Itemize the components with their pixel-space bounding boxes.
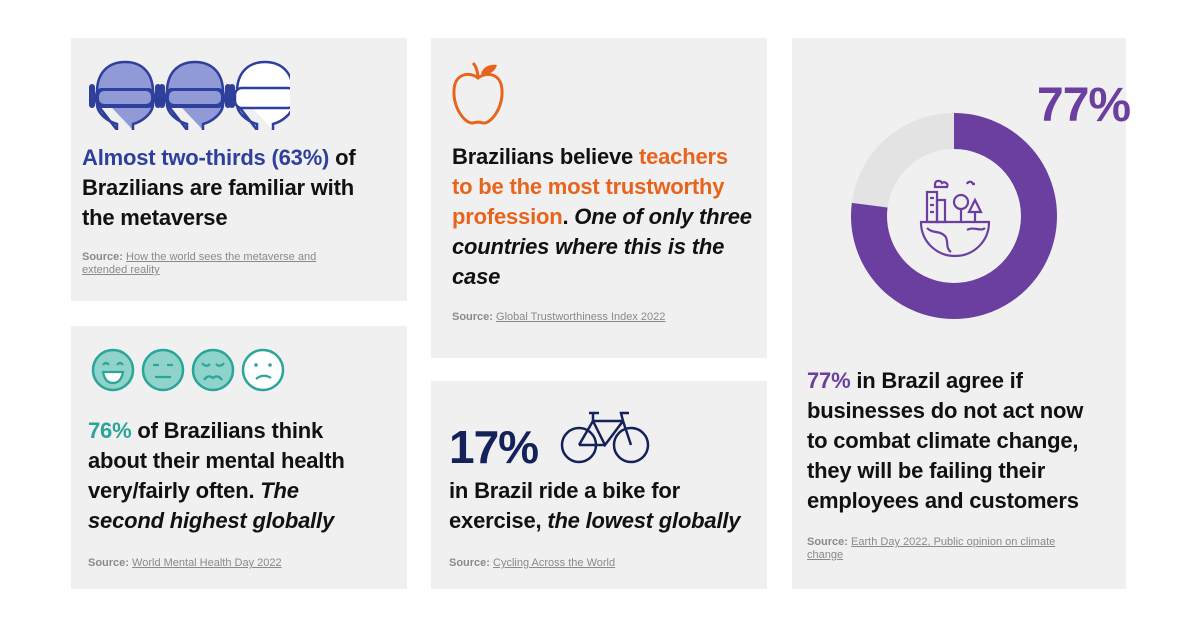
- mental-health-card: 76% of Brazilians think about their ment…: [71, 326, 407, 589]
- mental-highlight: 76%: [88, 418, 132, 443]
- metaverse-statement: Almost two-thirds (63%) of Brazilians ar…: [82, 143, 402, 233]
- source-link[interactable]: change: [807, 549, 844, 561]
- confused-face-icon: [241, 348, 285, 392]
- cycling-source: Source: Cycling Across the World: [449, 557, 749, 570]
- teachers-statement: Brazilians believe teachers to be the mo…: [452, 142, 764, 292]
- metaverse-card: Almost two-thirds (63%) of Brazilians ar…: [71, 38, 407, 301]
- metaverse-highlight: Almost two-thirds (63%): [82, 145, 330, 170]
- metaverse-text: of: [329, 145, 356, 170]
- teachers-italic: One of only three: [574, 204, 752, 229]
- teachers-text: .: [562, 204, 575, 229]
- source-link[interactable]: Earth Day 2022, Public opinion on climat…: [851, 536, 1056, 548]
- mental-text: very/fairly often.: [88, 478, 261, 503]
- metaverse-line: Brazilians are familiar with: [82, 175, 354, 200]
- teachers-highlight: profession: [452, 204, 563, 229]
- face-icons: [91, 348, 285, 392]
- cycling-text: exercise,: [449, 508, 548, 533]
- source-label: Source:: [452, 311, 493, 323]
- teachers-text: Brazilians believe: [452, 144, 639, 169]
- teachers-highlight: teachers: [638, 144, 728, 169]
- mental-text: of Brazilians think: [131, 418, 324, 443]
- climate-donut: [851, 113, 1057, 319]
- cycling-italic: the lowest globally: [547, 508, 741, 533]
- cycling-big-value: 17%: [449, 421, 539, 473]
- climate-text: in Brazil agree if: [850, 368, 1023, 393]
- bicycle-icon: [560, 411, 650, 464]
- teachers-card: Brazilians believe teachers to be the mo…: [431, 38, 767, 358]
- climate-statement: 77% in Brazil agree if businesses do not…: [807, 366, 1119, 516]
- metaverse-source: Source: How the world sees the metaverse…: [82, 251, 352, 277]
- mental-italic: second highest globally: [88, 508, 334, 533]
- mental-italic: The: [260, 478, 299, 503]
- cycling-card: 17% in Brazil ride a bike for exercise, …: [431, 381, 767, 589]
- neutral-face-icon: [141, 348, 185, 392]
- mental-statement: 76% of Brazilians think about their ment…: [88, 416, 406, 536]
- source-link[interactable]: How the world sees the metaverse and ext…: [82, 251, 317, 276]
- climate-line: businesses do not act now: [807, 398, 1084, 423]
- climate-line: they will be failing their: [807, 458, 1046, 483]
- source-link[interactable]: World Mental Health Day 2022: [132, 557, 282, 569]
- metaverse-line: the metaverse: [82, 205, 228, 230]
- teachers-italic: countries where this is the: [452, 234, 725, 259]
- climate-big-value: 77%: [1037, 79, 1131, 132]
- teachers-source: Source: Global Trustworthiness Index 202…: [452, 311, 752, 324]
- cycling-statement: in Brazil ride a bike for exercise, the …: [449, 476, 767, 536]
- climate-line: employees and customers: [807, 488, 1079, 513]
- climate-card: 77% 77% in Brazil agree if businesses do…: [792, 38, 1131, 589]
- source-label: Source:: [449, 557, 490, 569]
- source-link[interactable]: Global Trustworthiness Index 2022: [496, 311, 666, 323]
- source-label: Source:: [82, 251, 123, 263]
- source-link[interactable]: Cycling Across the World: [493, 557, 616, 569]
- source-label: Source:: [807, 536, 848, 548]
- teachers-highlight: to be the most trustworthy: [452, 174, 725, 199]
- climate-line: to combat climate change,: [807, 428, 1079, 453]
- vr-headset-icon: [89, 60, 161, 130]
- vr-headset-outline-icon: [229, 60, 290, 130]
- climate-source: Source: Earth Day 2022, Public opinion o…: [807, 536, 1097, 562]
- teachers-italic: case: [452, 264, 501, 289]
- apple-icon: [452, 61, 504, 125]
- mental-line: about their mental health: [88, 448, 345, 473]
- vr-headset-icons: [89, 60, 290, 130]
- laughing-face-icon: [91, 348, 135, 392]
- source-label: Source:: [88, 557, 129, 569]
- climate-highlight: 77%: [807, 368, 851, 393]
- donut-value-segment: [851, 113, 1057, 319]
- sad-face-icon: [191, 348, 235, 392]
- earth-city-nature-icon: [919, 179, 991, 258]
- vr-headset-icon: [159, 60, 231, 130]
- mental-source: Source: World Mental Health Day 2022: [88, 557, 388, 570]
- cycling-line: in Brazil ride a bike for: [449, 478, 680, 503]
